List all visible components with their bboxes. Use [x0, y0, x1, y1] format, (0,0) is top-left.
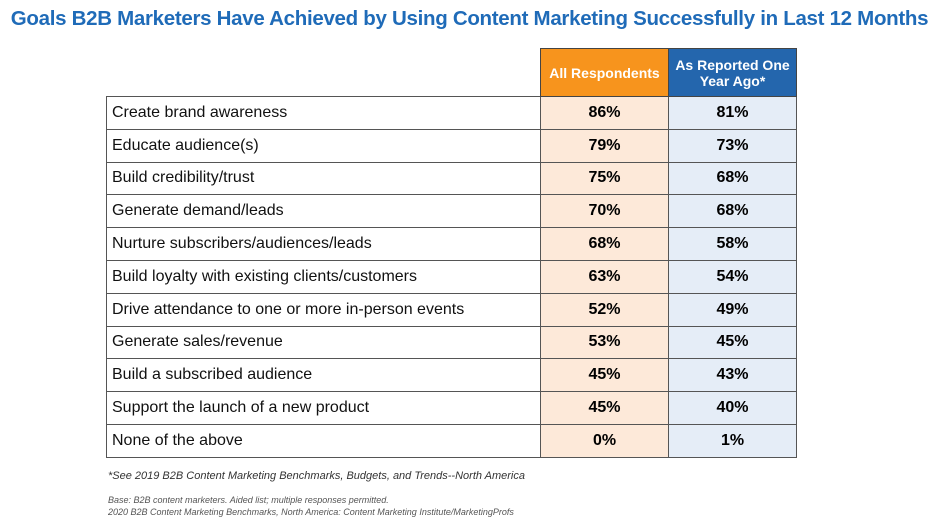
row-label: Drive attendance to one or more in-perso… [106, 292, 541, 327]
row-label: Build a subscribed audience [106, 358, 541, 393]
table-row: Generate sales/revenue 53% 45% [106, 325, 797, 360]
chart-title: Goals B2B Marketers Have Achieved by Usi… [10, 7, 929, 30]
table-row: None of the above 0% 1% [106, 423, 797, 458]
footnote: *See 2019 B2B Content Marketing Benchmar… [108, 470, 525, 482]
value-year-ago: 81% [668, 96, 797, 130]
value-all-respondents: 45% [540, 391, 669, 425]
header-year-ago: As Reported One Year Ago* [668, 48, 797, 97]
table-row: Build credibility/trust 75% 68% [106, 161, 797, 196]
goals-table: All Respondents As Reported One Year Ago… [106, 48, 797, 458]
value-year-ago: 68% [668, 194, 797, 229]
table-row: Create brand awareness 86% 81% [106, 96, 797, 130]
row-label: Generate sales/revenue [106, 325, 541, 360]
row-label: Educate audience(s) [106, 128, 541, 163]
source-note: 2020 B2B Content Marketing Benchmarks, N… [108, 507, 514, 517]
value-all-respondents: 52% [540, 292, 669, 327]
value-year-ago: 58% [668, 227, 797, 261]
row-label: Nurture subscribers/audiences/leads [106, 227, 541, 261]
table-row: Educate audience(s) 79% 73% [106, 128, 797, 163]
value-year-ago: 1% [668, 423, 797, 458]
table-row: Build a subscribed audience 45% 43% [106, 358, 797, 393]
row-label: Support the launch of a new product [106, 391, 541, 425]
value-all-respondents: 53% [540, 325, 669, 360]
value-all-respondents: 70% [540, 194, 669, 229]
value-year-ago: 73% [668, 128, 797, 163]
value-all-respondents: 68% [540, 227, 669, 261]
value-year-ago: 54% [668, 259, 797, 294]
table-row: Build loyalty with existing clients/cust… [106, 259, 797, 294]
table-row: Drive attendance to one or more in-perso… [106, 292, 797, 327]
value-year-ago: 49% [668, 292, 797, 327]
value-year-ago: 43% [668, 358, 797, 393]
row-label: Create brand awareness [106, 96, 541, 130]
value-all-respondents: 79% [540, 128, 669, 163]
row-label: Generate demand/leads [106, 194, 541, 229]
row-label: None of the above [106, 423, 541, 458]
value-all-respondents: 63% [540, 259, 669, 294]
header-all-respondents: All Respondents [540, 48, 669, 97]
base-note: Base: B2B content marketers. Aided list;… [108, 495, 389, 505]
value-all-respondents: 45% [540, 358, 669, 393]
empty-header [107, 49, 541, 97]
table-row: Support the launch of a new product 45% 40… [106, 391, 797, 425]
table-row: Generate demand/leads 70% 68% [106, 194, 797, 229]
row-label: Build loyalty with existing clients/cust… [106, 259, 541, 294]
value-all-respondents: 0% [540, 423, 669, 458]
value-year-ago: 45% [668, 325, 797, 360]
value-year-ago: 68% [668, 161, 797, 196]
row-label: Build credibility/trust [106, 161, 541, 196]
value-all-respondents: 75% [540, 161, 669, 196]
value-year-ago: 40% [668, 391, 797, 425]
table-row: Nurture subscribers/audiences/leads 68% 58… [106, 227, 797, 261]
value-all-respondents: 86% [540, 96, 669, 130]
